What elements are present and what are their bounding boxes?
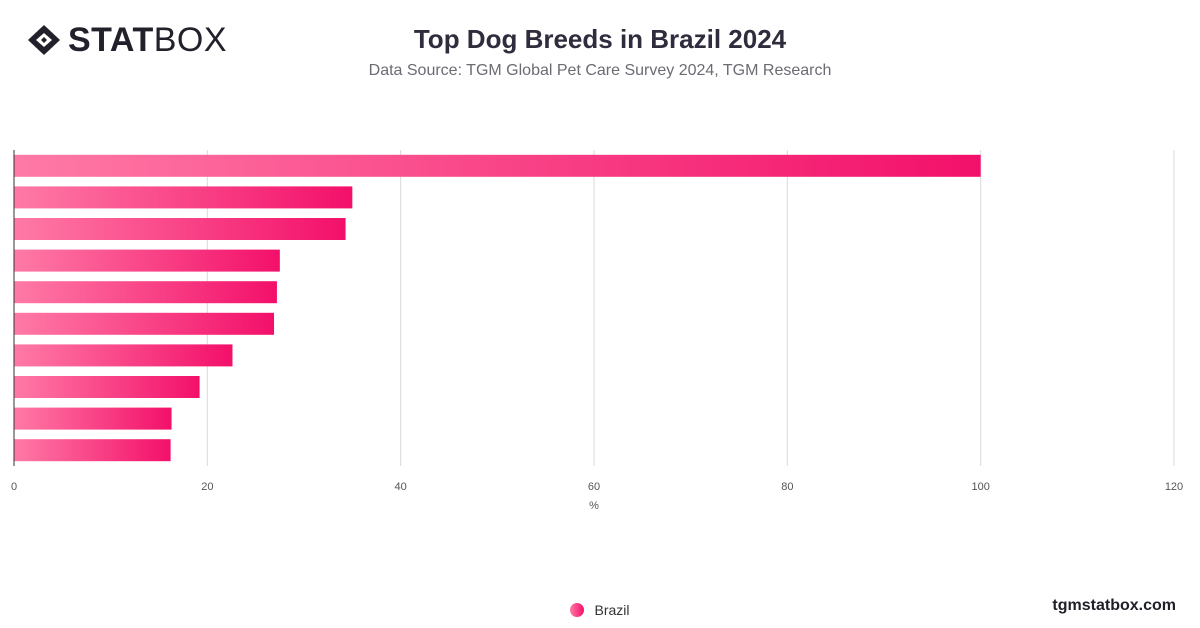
brand-strong: STAT <box>68 21 154 59</box>
x-tick-label: 40 <box>395 481 407 493</box>
bar[interactable] <box>14 376 200 398</box>
legend-label: Brazil <box>594 602 630 618</box>
bar[interactable] <box>14 407 172 430</box>
bar-chart: 0 20 40 60 80 100 120 % <box>11 150 1183 512</box>
bar[interactable] <box>14 186 353 209</box>
legend[interactable]: Brazil <box>0 602 1200 618</box>
chart-title: Top Dog Breeds in Brazil 2024 <box>413 24 787 54</box>
bar[interactable] <box>14 344 233 367</box>
x-tick-label: 120 <box>1165 481 1183 493</box>
site-url[interactable]: tgmstatbox.com <box>1052 597 1176 614</box>
statbox-logo-text: STATBOX <box>68 22 227 58</box>
legend-marker <box>570 603 585 617</box>
statbox-logo-icon <box>28 25 60 55</box>
bar[interactable] <box>14 218 346 240</box>
bar[interactable] <box>14 312 275 335</box>
chart-subtitle: Data Source: TGM Global Pet Care Survey … <box>368 62 832 79</box>
statbox-logo: STATBOX <box>26 22 236 58</box>
bar[interactable] <box>14 281 277 304</box>
x-axis-label: % <box>589 500 599 512</box>
x-tick-label: 60 <box>588 481 600 493</box>
bar[interactable] <box>14 439 171 462</box>
brand-light: BOX <box>153 21 228 59</box>
x-axis-ticks: 0 20 40 60 80 100 120 <box>11 481 1183 493</box>
bars <box>14 154 981 462</box>
bar[interactable] <box>14 249 280 272</box>
bar[interactable] <box>14 154 981 177</box>
x-tick-label: 0 <box>11 481 17 493</box>
x-tick-label: 100 <box>971 481 989 493</box>
x-tick-label: 80 <box>781 481 793 493</box>
x-tick-label: 20 <box>201 481 213 493</box>
